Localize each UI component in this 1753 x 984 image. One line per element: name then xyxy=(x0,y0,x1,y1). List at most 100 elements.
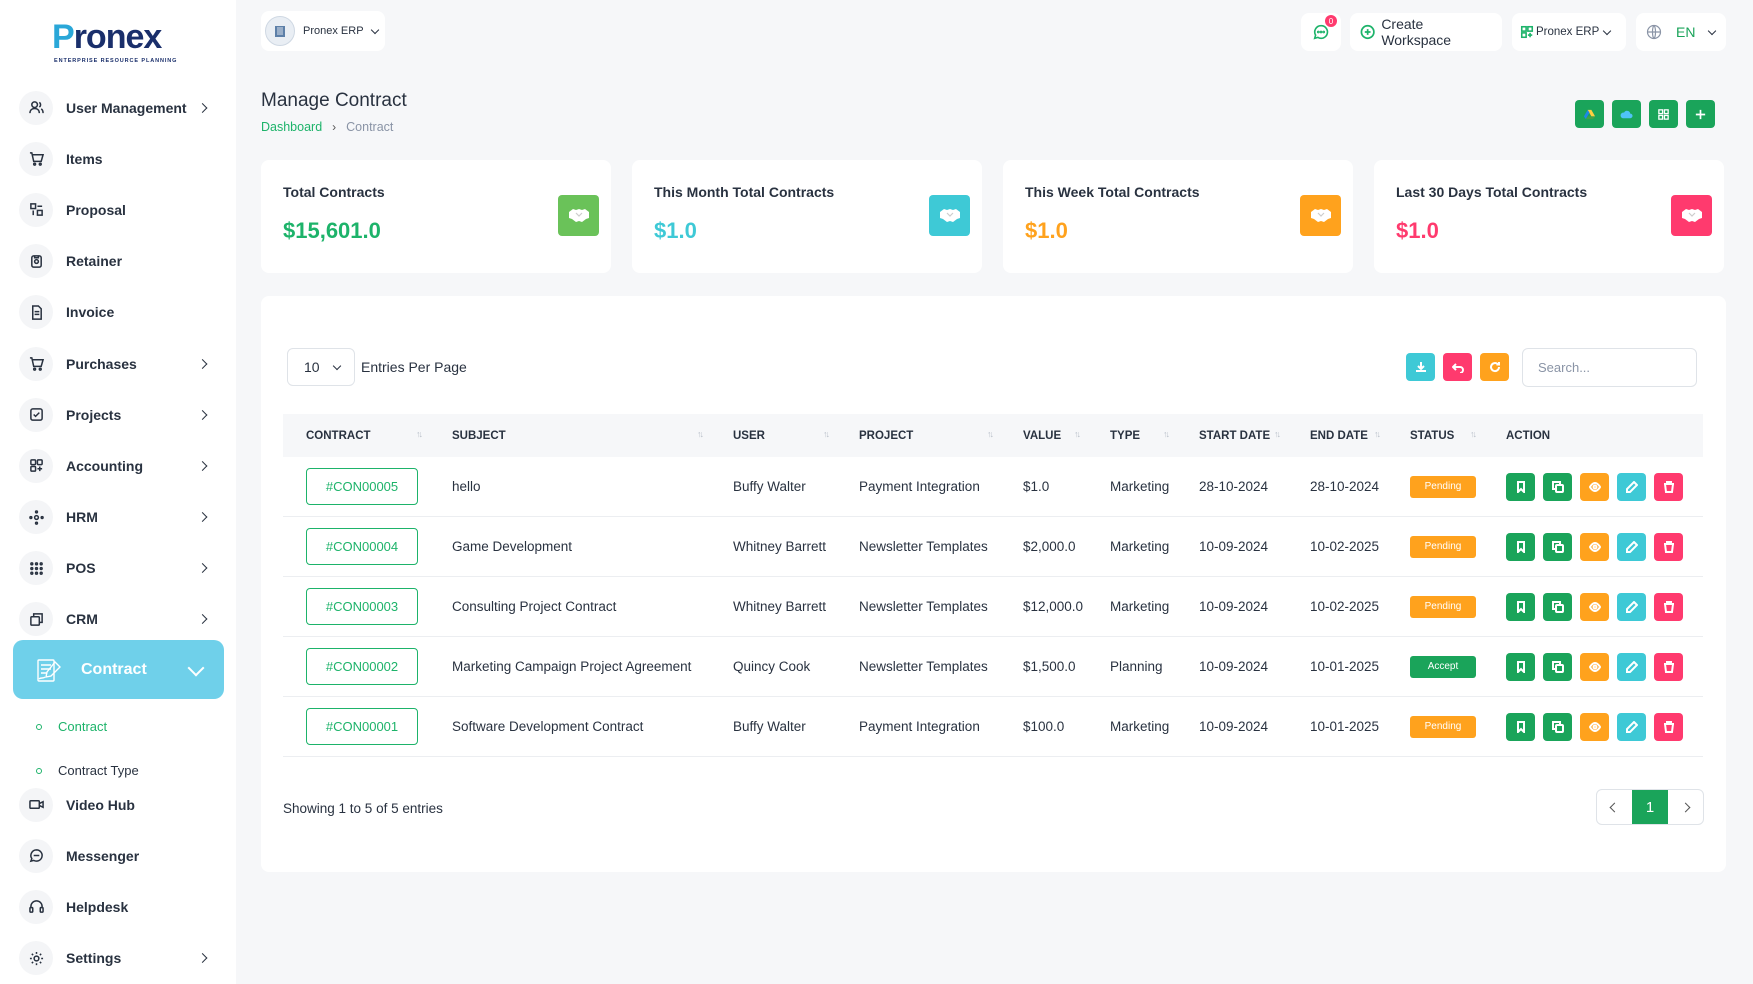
copy-button[interactable] xyxy=(1543,532,1572,561)
copy-button[interactable] xyxy=(1543,652,1572,681)
edit-button[interactable] xyxy=(1617,712,1646,741)
pagination: 1 xyxy=(1596,789,1704,825)
cell-status: Pending xyxy=(1387,715,1483,738)
onedrive-button[interactable] xyxy=(1612,100,1641,128)
contract-code-button[interactable]: #CON00001 xyxy=(306,708,418,745)
undo-icon xyxy=(1451,363,1464,373)
copy-button[interactable] xyxy=(1543,712,1572,741)
copy-button[interactable] xyxy=(1543,472,1572,501)
create-workspace-button[interactable]: Create Workspace xyxy=(1350,13,1502,51)
sidebar-item-items[interactable]: Items xyxy=(13,133,223,184)
eye-icon xyxy=(1588,661,1601,672)
cell-subject: Marketing Campaign Project Agreement xyxy=(452,659,692,674)
page-1-button[interactable]: 1 xyxy=(1632,790,1668,824)
export-button[interactable] xyxy=(1406,353,1435,381)
column-header-label: TYPE xyxy=(1110,429,1141,442)
app-switch-button[interactable]: Pronex ERP xyxy=(1512,13,1626,51)
breadcrumb-dashboard[interactable]: Dashboard xyxy=(261,120,323,134)
plus-icon xyxy=(1695,109,1706,119)
cell-type: Planning xyxy=(1110,659,1163,674)
delete-button[interactable] xyxy=(1654,592,1683,621)
sidebar-item-invoice[interactable]: Invoice xyxy=(13,287,223,338)
sidebar-item-user-management[interactable]: User Management xyxy=(13,82,223,133)
edit-button[interactable] xyxy=(1617,652,1646,681)
delete-button[interactable] xyxy=(1654,532,1683,561)
brand-logo[interactable]: Pronex ENTERPRISE RESOURCE PLANNING xyxy=(52,18,182,66)
table-actions xyxy=(1406,353,1509,381)
language-select[interactable]: EN xyxy=(1636,13,1726,51)
contract-code-button[interactable]: #CON00003 xyxy=(306,588,418,625)
prev-page-button[interactable] xyxy=(1597,790,1632,824)
pencil-icon xyxy=(1625,600,1638,613)
sidebar-subitem-contract-type[interactable]: Contract Type xyxy=(36,763,139,778)
column-header-subject[interactable]: SUBJECT ↑↓ xyxy=(429,414,710,457)
column-header-contract[interactable]: CONTRACT ↑↓ xyxy=(283,414,429,457)
bookmark-button[interactable] xyxy=(1506,712,1535,741)
delete-button[interactable] xyxy=(1654,652,1683,681)
sidebar-item-label: Accounting xyxy=(66,457,143,474)
pencil-icon xyxy=(1625,540,1638,553)
contract-code-button[interactable]: #CON00004 xyxy=(306,528,418,565)
logo-tagline: ENTERPRISE RESOURCE PLANNING xyxy=(54,58,178,64)
copy-button[interactable] xyxy=(1543,592,1572,621)
column-header-value[interactable]: VALUE ↑↓ xyxy=(1000,414,1087,457)
column-header-end-date[interactable]: END DATE ↑↓ xyxy=(1287,414,1387,457)
contract-code-button[interactable]: #CON00005 xyxy=(306,468,418,505)
sidebar-item-accounting[interactable]: Accounting xyxy=(13,440,223,491)
view-button[interactable] xyxy=(1580,472,1609,501)
chevron-down-icon xyxy=(370,25,379,34)
view-button[interactable] xyxy=(1580,712,1609,741)
cell-contract: #CON00001 xyxy=(283,708,429,745)
sidebar-item-messenger[interactable]: Messenger xyxy=(13,830,223,881)
sidebar-item-retainer[interactable]: Retainer xyxy=(13,236,223,287)
contracts-table: CONTRACT ↑↓ SUBJECT ↑↓ USER ↑↓ PROJECT ↑↓ VALUE ↑… xyxy=(283,414,1703,757)
column-header-start-date[interactable]: START DATE ↑↓ xyxy=(1176,414,1287,457)
sidebar-item-pos[interactable]: POS xyxy=(13,543,223,594)
workspace-select[interactable]: Pronex ERP xyxy=(261,11,385,51)
column-header-type[interactable]: TYPE ↑↓ xyxy=(1087,414,1176,457)
sidebar-item-projects[interactable]: Projects xyxy=(13,389,223,440)
cell-status: Pending xyxy=(1387,475,1483,498)
google-drive-button[interactable] xyxy=(1575,100,1604,128)
edit-button[interactable] xyxy=(1617,592,1646,621)
column-header-status[interactable]: STATUS ↑↓ xyxy=(1387,414,1483,457)
sidebar-item-video-hub[interactable]: Video Hub xyxy=(13,779,223,830)
grid-view-button[interactable] xyxy=(1649,100,1678,128)
sidebar-item-contract[interactable]: Contract xyxy=(13,640,224,699)
undo-button[interactable] xyxy=(1443,353,1472,381)
column-header-user[interactable]: USER ↑↓ xyxy=(710,414,836,457)
sidebar-item-settings[interactable]: Settings xyxy=(13,933,223,984)
next-page-button[interactable] xyxy=(1668,790,1703,824)
sidebar-item-proposal[interactable]: Proposal xyxy=(13,184,223,235)
cell-contract: #CON00004 xyxy=(283,528,429,565)
sidebar-item-hrm[interactable]: HRM xyxy=(13,492,223,543)
column-header-project[interactable]: PROJECT ↑↓ xyxy=(836,414,1000,457)
cell-start: 10-09-2024 xyxy=(1199,719,1269,734)
bookmark-button[interactable] xyxy=(1506,532,1535,561)
per-page-select[interactable]: 10 xyxy=(287,348,355,386)
search-input[interactable] xyxy=(1522,348,1697,387)
workspace-name: Pronex ERP xyxy=(303,25,364,37)
users-icon xyxy=(19,90,53,125)
view-button[interactable] xyxy=(1580,532,1609,561)
edit-button[interactable] xyxy=(1617,472,1646,501)
sidebar-item-purchases[interactable]: Purchases xyxy=(13,338,223,389)
sidebar-subitem-contract[interactable]: Contract xyxy=(36,719,107,734)
refresh-button[interactable] xyxy=(1480,353,1509,381)
view-button[interactable] xyxy=(1580,652,1609,681)
bookmark-button[interactable] xyxy=(1506,592,1535,621)
bookmark-button[interactable] xyxy=(1506,472,1535,501)
view-button[interactable] xyxy=(1580,592,1609,621)
sidebar-item-helpdesk[interactable]: Helpdesk xyxy=(13,881,223,932)
delete-button[interactable] xyxy=(1654,712,1683,741)
delete-button[interactable] xyxy=(1654,472,1683,501)
messages-button[interactable]: 0 xyxy=(1301,13,1341,51)
edit-button[interactable] xyxy=(1617,532,1646,561)
sidebar-item-crm[interactable]: CRM xyxy=(13,594,223,645)
sidebar-item-label: Video Hub xyxy=(66,796,135,813)
contract-code-button[interactable]: #CON00002 xyxy=(306,648,418,685)
bookmark-button[interactable] xyxy=(1506,652,1535,681)
cell-user: Buffy Walter xyxy=(733,479,806,494)
add-contract-button[interactable] xyxy=(1686,100,1715,128)
stat-card: This Month Total Contracts $1.0 xyxy=(632,160,982,273)
